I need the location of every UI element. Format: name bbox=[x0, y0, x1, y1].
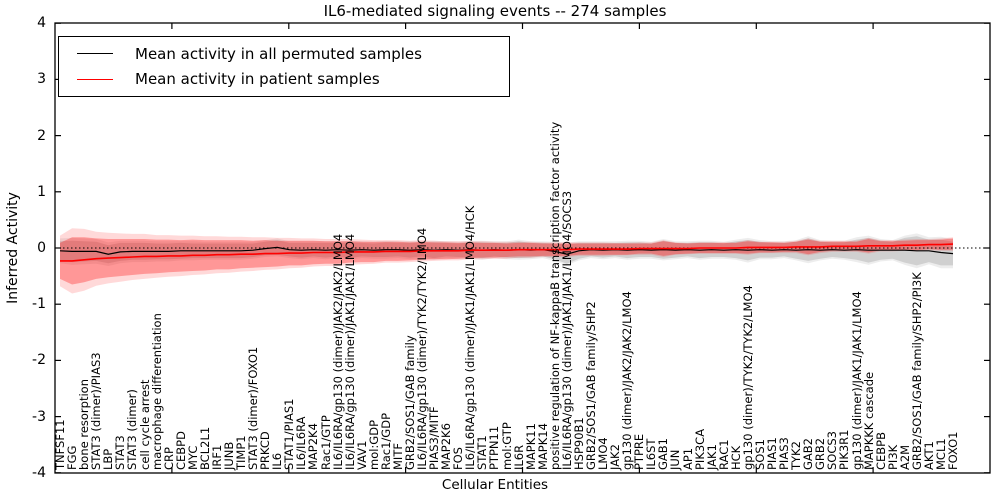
chart-title: IL6-mediated signaling events -- 274 sam… bbox=[323, 2, 667, 20]
legend-label-patient: Mean activity in patient samples bbox=[135, 70, 380, 89]
patient-band-outer bbox=[60, 228, 953, 294]
legend-entry-permuted: Mean activity in all permuted samples bbox=[77, 45, 509, 63]
legend-entry-patient: Mean activity in patient samples bbox=[77, 70, 509, 88]
legend: Mean activity in all permuted samples Me… bbox=[58, 36, 510, 97]
y-axis-label: Inferred Activity bbox=[5, 192, 21, 304]
legend-marker-patient-icon bbox=[77, 78, 113, 80]
legend-marker-permuted-icon bbox=[77, 53, 113, 55]
legend-label-permuted: Mean activity in all permuted samples bbox=[135, 44, 422, 63]
x-axis-label: Cellular Entities bbox=[441, 477, 549, 493]
patient-mean-line bbox=[60, 243, 954, 262]
patient-band-inner bbox=[60, 237, 953, 285]
